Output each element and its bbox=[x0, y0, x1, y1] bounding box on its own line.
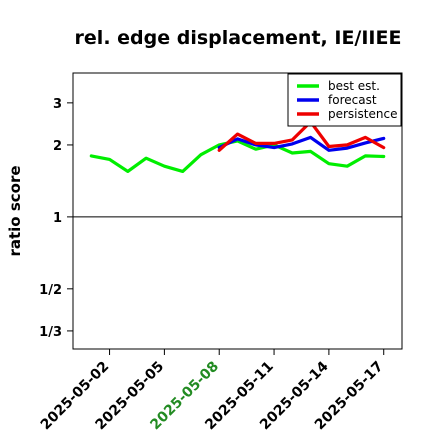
y-tick-label: 2 bbox=[53, 139, 62, 154]
series-line-forecast bbox=[217, 135, 386, 152]
y-tick-label: 1 bbox=[53, 211, 62, 226]
legend-label: persistence bbox=[328, 107, 397, 121]
y-axis-label: ratio score bbox=[6, 165, 24, 256]
series-line-best-est bbox=[89, 139, 386, 173]
legend-label: best est. bbox=[328, 79, 380, 93]
plot-frame bbox=[72, 72, 403, 350]
y-tick-label: 1/2 bbox=[39, 283, 62, 298]
y-tick-label: 1/3 bbox=[39, 325, 62, 340]
chart-title: rel. edge displacement, IE/IIEE bbox=[75, 27, 402, 49]
legend-label: forecast bbox=[328, 93, 377, 107]
y-tick-label: 3 bbox=[53, 97, 62, 112]
series-line-persistence bbox=[217, 120, 386, 152]
